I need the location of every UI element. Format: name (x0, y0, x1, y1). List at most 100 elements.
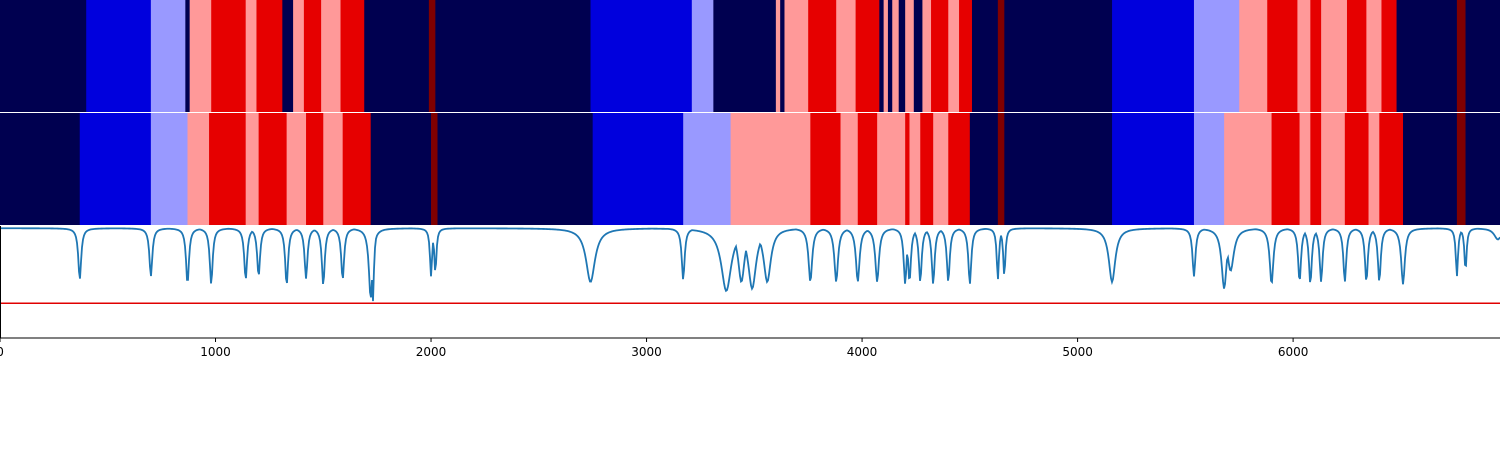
segment-bar (905, 0, 915, 112)
segment-bar (0, 0, 87, 112)
segment-bar (948, 0, 960, 112)
segment-bar (1297, 0, 1311, 112)
segment-bar (730, 113, 811, 225)
segment-bar (256, 0, 283, 112)
segment-bar (877, 113, 906, 225)
segment-bar (86, 0, 152, 112)
segment-bar (293, 0, 305, 112)
segment-bar (879, 0, 885, 112)
segment-bar (286, 113, 307, 225)
segment-bar (887, 0, 893, 112)
segment-bar (997, 113, 1005, 225)
segment-bar (150, 113, 188, 225)
segment-bar (1368, 113, 1380, 225)
segment-bar (784, 0, 809, 112)
segment-bar (1310, 0, 1322, 112)
segment-bar (1344, 113, 1369, 225)
segment-bar (437, 113, 594, 225)
segment-bar (969, 113, 999, 225)
segment-bar (775, 0, 781, 112)
segment-bar (959, 0, 973, 112)
segment-bar (1321, 0, 1348, 112)
segment-bar (840, 113, 859, 225)
segment-row-1 (0, 0, 1500, 112)
segment-bar (1112, 113, 1195, 225)
segment-bar (913, 0, 923, 112)
segment-bar (892, 0, 900, 112)
segment-bar (1271, 113, 1300, 225)
segment-bar (691, 0, 714, 112)
segment-bar (920, 113, 934, 225)
segment-bar (922, 0, 932, 112)
probability-panel (0, 226, 1500, 339)
segment-bar (898, 0, 906, 112)
segment-bar (342, 113, 372, 225)
probability-line (0, 227, 1500, 302)
x-tick-label: 3000 (631, 345, 662, 359)
segment-bar (1456, 113, 1466, 225)
segment-bar (321, 0, 341, 112)
segment-bar (933, 113, 949, 225)
segment-bar (1004, 113, 1113, 225)
segment-bar (1310, 113, 1322, 225)
segment-bar (1381, 0, 1397, 112)
x-tick-label: 1000 (200, 345, 231, 359)
segment-bar (909, 113, 921, 225)
segment-bar (948, 113, 971, 225)
segment-bar (836, 0, 857, 112)
x-axis: 0 1000 2000 3000 4000 5000 6000 (0, 338, 1308, 359)
segment-bar (187, 113, 210, 225)
segment-bar (340, 0, 365, 112)
segment-bar (211, 0, 247, 112)
segment-bar (971, 0, 999, 112)
x-tick-label: 2000 (416, 345, 447, 359)
segment-bar (306, 113, 324, 225)
segment-bar (1456, 0, 1466, 112)
segment-bar (1465, 113, 1500, 225)
x-tick-label: 4000 (847, 345, 878, 359)
segment-bar (810, 113, 841, 225)
segment-bar (1239, 0, 1268, 112)
segment-bar (1403, 113, 1458, 225)
segment-bar (1465, 0, 1500, 112)
segment-bar (258, 113, 288, 225)
segment-bar (185, 0, 191, 112)
segment-bar (1396, 0, 1458, 112)
segment-bar (431, 113, 438, 225)
segment-bar (592, 113, 684, 225)
segment-bar (209, 113, 247, 225)
segment-bar (150, 0, 186, 112)
segment-bar (1004, 0, 1113, 112)
x-tick-label: 5000 (1062, 345, 1093, 359)
segment-bar (997, 0, 1005, 112)
segment-bar (303, 0, 322, 112)
segment-bar (1321, 113, 1346, 225)
segment-bar (364, 0, 430, 112)
segment-bar (931, 0, 949, 112)
segment-bar (0, 113, 81, 225)
segment-bar (323, 113, 344, 225)
segment-bar (245, 113, 260, 225)
segment-row-2 (0, 113, 1500, 225)
segment-bar (1193, 0, 1240, 112)
x-tick-label: 6000 (1278, 345, 1309, 359)
segment-bar (683, 113, 732, 225)
segment-bar (282, 0, 294, 112)
segment-bar (1299, 113, 1311, 225)
segment-bar (808, 0, 837, 112)
segment-bar (1346, 0, 1367, 112)
segment-bar (435, 0, 591, 112)
segment-bar (1366, 0, 1382, 112)
segment-bar (370, 113, 432, 225)
segment-bar (79, 113, 152, 225)
segment-bar (855, 0, 880, 112)
segment-bar (428, 0, 436, 112)
segment-bar (1267, 0, 1298, 112)
segment-bar (1193, 113, 1225, 225)
segment-bar (883, 0, 889, 112)
segment-bar (857, 113, 878, 225)
segment-bar (590, 0, 693, 112)
x-tick-label: 0 (0, 345, 4, 359)
segment-bar (245, 0, 257, 112)
